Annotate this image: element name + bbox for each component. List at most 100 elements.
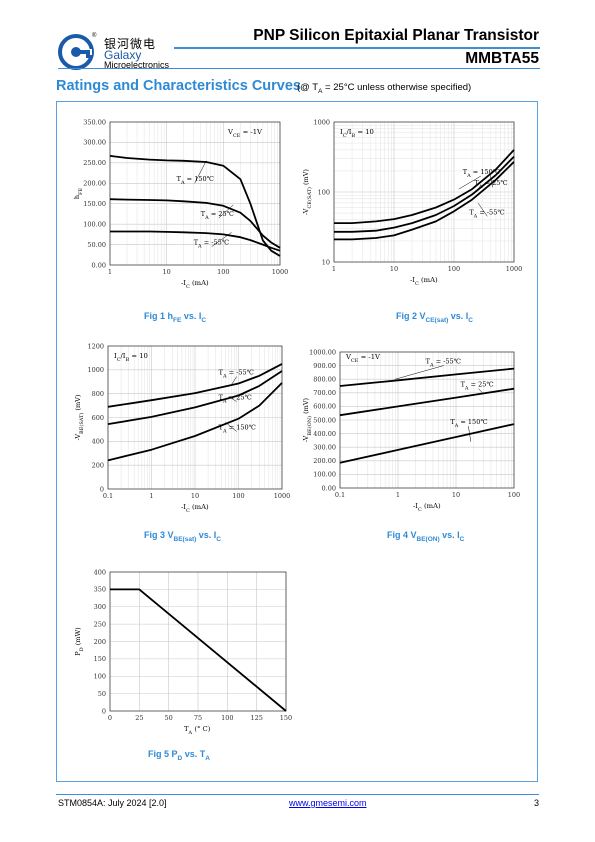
fig3-x-axis-label: -IC (mA) [181, 503, 209, 514]
fig1-label-leader-1 [218, 204, 234, 219]
fig3-x-tick-label: 1000 [274, 492, 290, 500]
footer-rule [56, 794, 539, 795]
fig2-x-axis-label: -IC (mA) [410, 276, 438, 287]
fig1-series-line-2 [110, 230, 281, 252]
fig1-y-tick-label: 250.00 [83, 159, 106, 167]
fig1-y-tick-label: 50.00 [87, 241, 106, 249]
fig4-y-tick-label: 100.00 [313, 471, 336, 479]
fig2-series-label-1: TA = 25℃ [475, 179, 508, 190]
fig1-y-tick-label: 200.00 [83, 180, 106, 188]
fig3-x-tick-label: 0.1 [103, 492, 113, 500]
fig3-y-tick-label: 600 [92, 414, 104, 422]
fig3-series-line-2 [107, 382, 283, 462]
fig2-label-leader-1 [489, 174, 493, 188]
fig4-series-line-0 [339, 367, 515, 387]
fig5-x-tick-label: 25 [135, 714, 143, 722]
fig1-x-tick-label: 100 [217, 268, 229, 276]
fig3-x-tick-label: 10 [191, 492, 199, 500]
fig3-y-axis-label: -VBE(SAT) (mV) [74, 394, 85, 440]
fig4-series-line-2 [339, 423, 515, 464]
fig3-vbesat-chart: 0.1 1 10 100 1000 0 200 400 600 800 1000 1200 TA = -… [74, 342, 290, 514]
fig4-y-tick-label: 200.00 [313, 457, 336, 465]
fig4-caption: Fig 4 VBE(ON) vs. IC [387, 530, 465, 543]
fig1-x-tick-label: 1000 [272, 268, 289, 276]
fig4-y-tick-label: 1000.00 [309, 348, 336, 356]
header-rule [174, 47, 540, 49]
fig1-plot-area [109, 121, 281, 266]
fig1-y-tick-label: 350.00 [83, 118, 106, 126]
fig1-hfe-chart: 1 10 100 1000 0.00 50.00 100.00 150.00 200.00 250… [73, 118, 289, 290]
fig3-series-line-0 [107, 363, 283, 408]
fig5-x-tick-label: 150 [280, 714, 292, 722]
fig1-series-line-0 [109, 155, 281, 257]
fig4-series-label-0: TA = -55℃ [426, 358, 461, 369]
fig4-x-tick-label: 10 [452, 491, 460, 499]
fig3-label-leader-1 [228, 396, 237, 402]
fig1-label-leader-0 [194, 160, 207, 184]
page-number: 3 [534, 798, 540, 808]
fig3-series-line-1 [107, 370, 283, 425]
fig2-label-leader-0 [458, 175, 481, 190]
fig5-caption: Fig 5 PD vs. TA [148, 749, 210, 762]
fig5-y-axis-label: PD (mW) [74, 627, 85, 656]
fig5-x-axis-label: TA (° C) [184, 725, 211, 736]
document-title: PNP Silicon Epitaxial Planar Transistor [253, 27, 539, 44]
fig3-label-leader-0 [231, 376, 237, 385]
fig1-label-leader-2 [211, 232, 232, 247]
brand-subtitle: Microelectronics [104, 60, 170, 70]
fig4-series-line-1 [339, 387, 515, 417]
fig4-x-tick-label: 100 [508, 491, 520, 499]
fig5-y-tick-label: 400 [94, 568, 106, 576]
fig4-x-axis-label: -IC (mA) [413, 502, 441, 513]
fig4-vbeon-chart: 0.1 1 10 1000.00100.00200.00300.00400.00500… [302, 348, 520, 513]
fig1-series-line-1 [109, 198, 281, 249]
fig2-y-tick-label: 1000 [313, 118, 330, 126]
fig3-series-label-2: TA = 150℃ [219, 423, 256, 434]
fig5-series-line-0 [110, 588, 287, 712]
fig5-y-tick-label: 200 [94, 638, 106, 646]
fig4-series-label-1: TA = 25℃ [461, 381, 494, 392]
fig4-y-tick-label: 0.00 [322, 484, 336, 492]
fig3-condition-label: IC/IB = 10 [114, 352, 148, 363]
fig3-y-tick-label: 1200 [87, 342, 104, 350]
fig5-y-tick-label: 50 [98, 690, 106, 698]
fig3-y-tick-label: 400 [92, 438, 104, 446]
fig4-y-tick-label: 300.00 [313, 444, 336, 452]
fig1-y-axis-label: hFE [73, 187, 84, 199]
fig2-x-tick-label: 1 [332, 265, 336, 273]
charts-frame [56, 101, 538, 782]
section-title: Ratings and Characteristics Curves [56, 78, 301, 94]
fig4-label-leader-0 [395, 365, 444, 380]
fig5-x-tick-label: 50 [165, 714, 173, 722]
header-rule-lower [58, 68, 540, 69]
fig1-caption: Fig 1 hFE vs. IC [144, 311, 207, 324]
fig4-y-tick-label: 900.00 [313, 362, 336, 370]
document-id: STM0854A: July 2024 [2.0] [58, 798, 167, 808]
fig5-plot-area [109, 571, 287, 712]
fig3-label-leader-2 [225, 422, 237, 432]
brand-name: Galaxy [104, 48, 142, 62]
section-condition: (@ TA = 25°C unless otherwise specified) [297, 82, 472, 95]
fig2-x-tick-label: 1000 [506, 265, 522, 273]
fig5-y-tick-label: 350 [94, 586, 106, 594]
fig3-y-tick-label: 200 [92, 461, 104, 469]
website-link[interactable]: www.gmesemi.com [289, 798, 367, 808]
fig1-x-tick-label: 10 [163, 268, 171, 276]
fig2-caption: Fig 2 VCE(sat) vs. IC [396, 311, 473, 324]
fig3-y-tick-label: 800 [92, 390, 104, 398]
galaxy-logo-icon [58, 34, 94, 70]
fig2-label-leader-2 [477, 202, 488, 217]
fig3-x-tick-label: 1 [149, 492, 153, 500]
fig5-pd-chart: 0 25 50 75 100 125 150 0 50 100 150 200 250 300 350 400… [74, 568, 292, 736]
fig1-y-tick-label: 300.00 [83, 139, 106, 147]
fig2-series-line-0 [334, 149, 515, 224]
fig2-plot-area [333, 121, 515, 263]
fig4-x-tick-label: 1 [396, 491, 400, 499]
fig5-y-tick-label: 0 [102, 707, 106, 715]
brand-chinese-name: 银河微电 [104, 37, 157, 51]
fig4-label-leader-1 [478, 388, 484, 395]
fig2-series-line-1 [334, 155, 515, 233]
fig5-x-tick-label: 0 [108, 714, 112, 722]
fig1-y-tick-label: 150.00 [83, 200, 106, 208]
fig3-plot-area [107, 345, 283, 490]
